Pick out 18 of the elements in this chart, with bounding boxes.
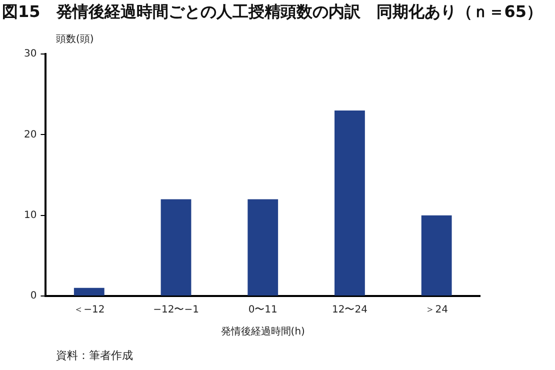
x-tick-label: 12〜24 bbox=[332, 304, 368, 316]
x-tick-label: −12〜−1 bbox=[153, 304, 199, 316]
chart-title: 図15 発情後経過時間ごとの人工授精頭数の内訳 同期化あり（ｎ＝65） bbox=[2, 2, 543, 23]
bar bbox=[160, 199, 192, 296]
x-tick-label: ＞24 bbox=[425, 304, 448, 316]
bar bbox=[74, 288, 104, 296]
y-tick-label: 20 bbox=[24, 129, 37, 140]
x-axis-title: 発情後経過時間(h) bbox=[220, 326, 306, 338]
x-tick-label: ＜−12 bbox=[74, 304, 105, 316]
y-tick-label: 0 bbox=[30, 290, 37, 302]
bar bbox=[334, 110, 365, 296]
text: 資料：筆者作成 bbox=[56, 348, 133, 363]
y-axis-title: 頭数(頭) bbox=[56, 33, 94, 46]
bar bbox=[421, 215, 452, 296]
y-tick-label: 10 bbox=[24, 210, 37, 221]
x-tick-label: 0〜11 bbox=[248, 304, 278, 316]
y-tick-label: 30 bbox=[24, 48, 37, 60]
bar bbox=[248, 199, 278, 296]
